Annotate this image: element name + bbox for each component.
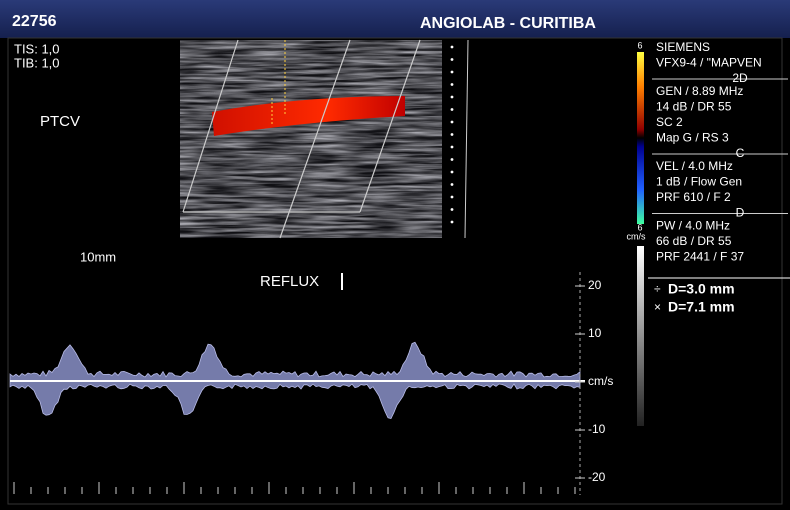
depth-dot xyxy=(451,108,454,111)
image-texture xyxy=(180,40,442,238)
depth-dot xyxy=(451,58,454,61)
caliper-icon: × xyxy=(654,300,661,314)
ultrasound-screen: 22756 ANGIOLAB - CURITIBA TIS: 1,0 TIB: … xyxy=(0,0,790,510)
panel-line: VFX9-4 / "MAPVEN xyxy=(656,56,762,70)
depth-dot xyxy=(451,133,454,136)
depth-dot xyxy=(451,158,454,161)
depth-dot xyxy=(451,46,454,49)
color-bar xyxy=(637,52,644,224)
measurement: D=7.1 mm xyxy=(668,299,735,315)
tib: TIB: 1,0 xyxy=(14,55,60,70)
panel-line: PRF 2441 / F 37 xyxy=(656,250,744,264)
panel-line: SC 2 xyxy=(656,115,683,129)
tis: TIS: 1,0 xyxy=(14,41,60,56)
scale-label: 10 xyxy=(588,326,602,340)
panel-line: SIEMENS xyxy=(656,40,710,54)
scale-label: cm/s xyxy=(588,374,613,388)
color-bar-top: 6 xyxy=(637,40,642,50)
gray-bar xyxy=(637,246,644,426)
annotation: REFLUX xyxy=(260,273,319,290)
scale-label: -20 xyxy=(588,470,606,484)
page: 22756 ANGIOLAB - CURITIBA TIS: 1,0 TIB: … xyxy=(0,0,790,510)
panel-line: Map G / RS 3 xyxy=(656,131,729,145)
panel-line: PRF 610 / F 2 xyxy=(656,190,731,204)
panel-line: 1 dB / Flow Gen xyxy=(656,175,742,189)
depth-dot xyxy=(451,221,454,224)
measurement: D=3.0 mm xyxy=(668,281,735,297)
scale-label: -10 xyxy=(588,422,606,436)
panel-line: 66 dB / DR 55 xyxy=(656,234,732,248)
scale-label: 20 xyxy=(588,278,602,292)
section-heading: C xyxy=(736,146,745,160)
panel-line: 14 dB / DR 55 xyxy=(656,100,732,114)
header-bar xyxy=(0,0,790,38)
depth-dot xyxy=(451,183,454,186)
header-title: ANGIOLAB - CURITIBA xyxy=(420,15,596,32)
depth-scale xyxy=(451,46,454,224)
depth-dot xyxy=(451,146,454,149)
panel-line: VEL / 4.0 MHz xyxy=(656,159,733,173)
depth-dot xyxy=(451,121,454,124)
depth-dot xyxy=(451,96,454,99)
patient-id: 22756 xyxy=(12,13,57,30)
depth-dot xyxy=(451,71,454,74)
section-heading: D xyxy=(736,206,745,220)
vessel-label: PTCV xyxy=(40,113,80,130)
panel-line: GEN / 8.89 MHz xyxy=(656,84,743,98)
section-heading: 2D xyxy=(732,71,748,85)
color-bar-unit: cm/s xyxy=(627,231,646,241)
depth-dot xyxy=(451,83,454,86)
depth-dot xyxy=(451,196,454,199)
depth-label: 10mm xyxy=(80,249,116,264)
panel-line: PW / 4.0 MHz xyxy=(656,219,730,233)
depth-dot xyxy=(451,171,454,174)
depth-dot xyxy=(451,208,454,211)
b-mode-image xyxy=(180,40,468,238)
caliper-icon: ÷ xyxy=(654,282,661,296)
